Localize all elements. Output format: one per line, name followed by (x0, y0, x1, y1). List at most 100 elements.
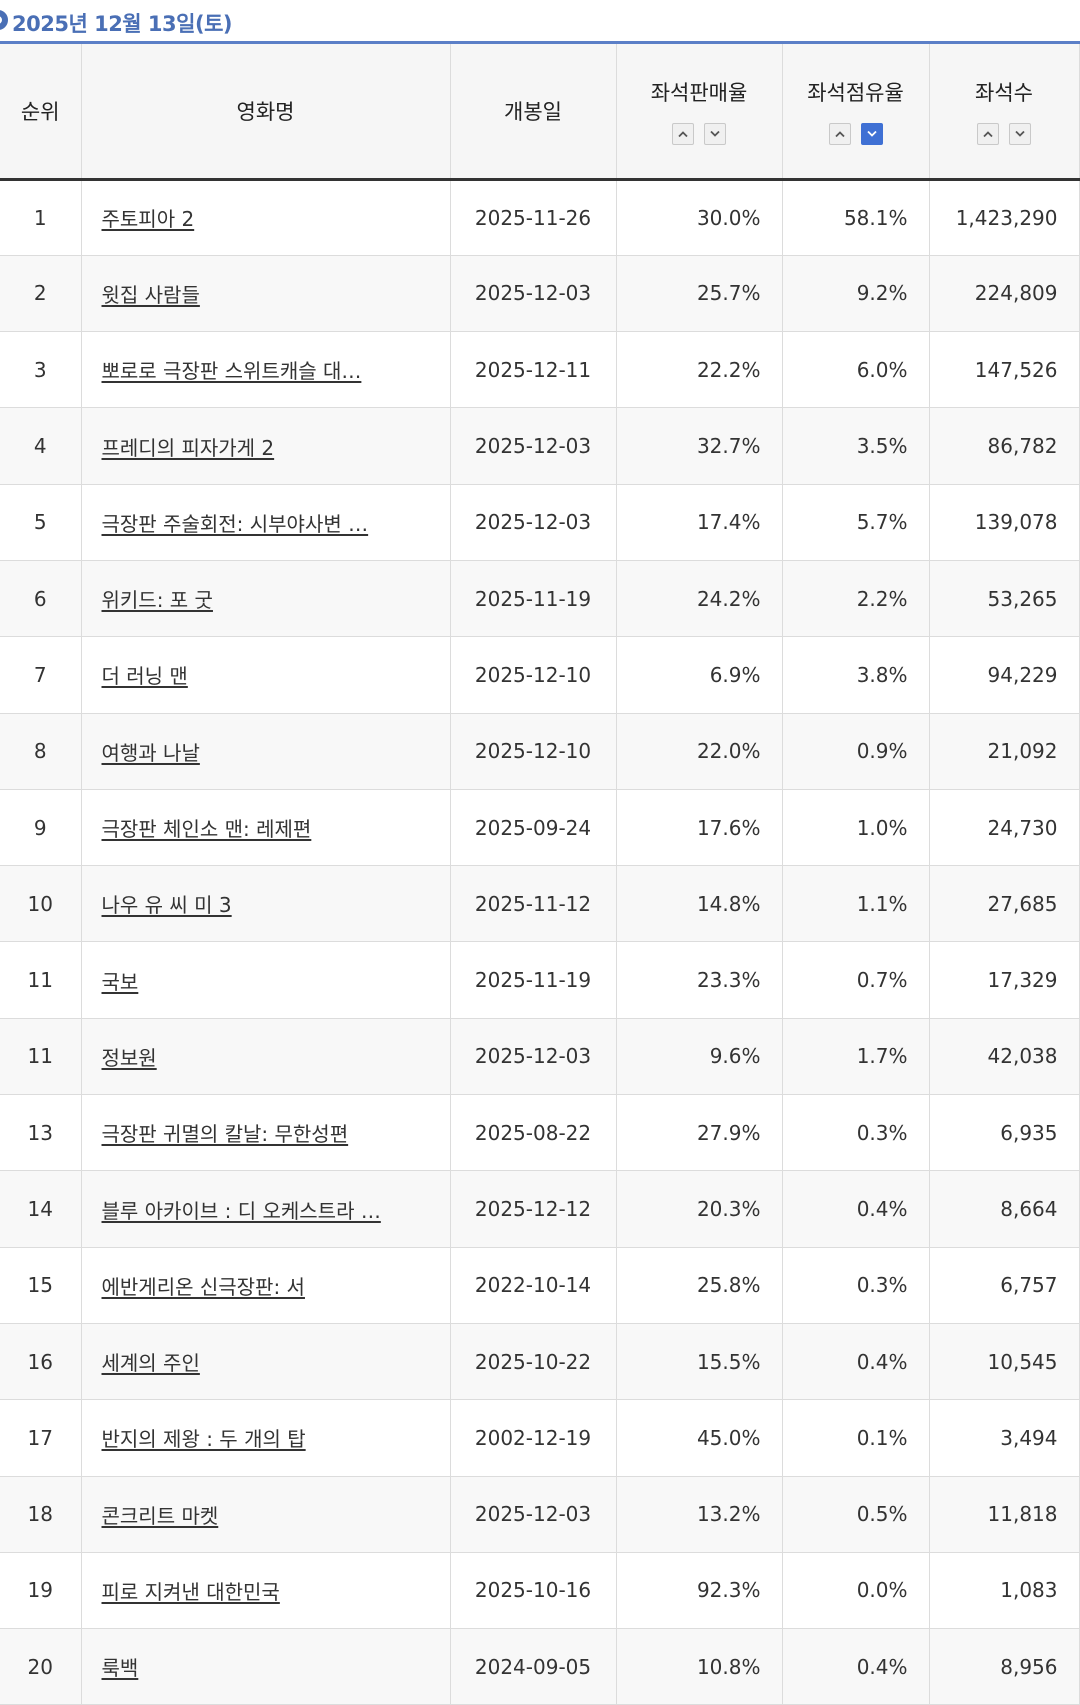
rank-cell: 3 (0, 332, 81, 408)
seats-cell: 139,078 (929, 484, 1079, 560)
movie-title-link[interactable]: 피로 지켜낸 대한민국 (102, 1580, 280, 1604)
table-row: 18 콘크리트 마켓 2025-12-03 13.2% 0.5% 11,818 (0, 1476, 1079, 1552)
movie-title-link[interactable]: 극장판 주술회전: 시부야사변 … (102, 512, 369, 536)
seat-sales-rate-cell: 25.7% (616, 255, 782, 331)
open-date-cell: 2025-12-03 (450, 1018, 616, 1094)
title-cell: 윗집 사람들 (81, 255, 450, 331)
movie-title-link[interactable]: 극장판 귀멸의 칼날: 무한성편 (102, 1122, 349, 1146)
seats-cell: 86,782 (929, 408, 1079, 484)
sort-descending-button-active[interactable] (861, 123, 883, 145)
sort-ascending-button[interactable] (977, 123, 999, 145)
seat-sales-rate-cell: 10.8% (616, 1629, 782, 1705)
title-cell: 뽀로로 극장판 스위트캐슬 대… (81, 332, 450, 408)
movie-title-link[interactable]: 주토피아 2 (102, 207, 195, 231)
movie-title-link[interactable]: 프레디의 피자가게 2 (102, 436, 275, 460)
seat-sales-rate-cell: 45.0% (616, 1400, 782, 1476)
seat-sales-rate-cell: 30.0% (616, 179, 782, 255)
movie-title-link[interactable]: 블루 아카이브 : 디 오케스트라 … (102, 1199, 381, 1223)
table-row: 1 주토피아 2 2025-11-26 30.0% 58.1% 1,423,290 (0, 179, 1079, 255)
movie-title-link[interactable]: 더 러닝 맨 (102, 664, 188, 688)
sort-descending-button[interactable] (1009, 123, 1031, 145)
seat-share-rate-cell: 9.2% (782, 255, 929, 331)
open-date-cell: 2025-12-11 (450, 332, 616, 408)
seat-share-rate-cell: 0.5% (782, 1476, 929, 1552)
chevron-down-icon (1014, 130, 1026, 138)
open-date-cell: 2002-12-19 (450, 1400, 616, 1476)
table-header-row: 순위 영화명 개봉일 좌석판매율 좌석점유율 (0, 44, 1079, 179)
title-cell: 여행과 나날 (81, 713, 450, 789)
table-row: 2 윗집 사람들 2025-12-03 25.7% 9.2% 224,809 (0, 255, 1079, 331)
title-cell: 블루 아카이브 : 디 오케스트라 … (81, 1171, 450, 1247)
movie-title-link[interactable]: 정보원 (102, 1046, 157, 1070)
rank-cell: 15 (0, 1247, 81, 1323)
date-header: 2025년 12월 13일(토) (0, 0, 1080, 44)
open-date-cell: 2025-12-10 (450, 713, 616, 789)
seat-share-rate-cell: 5.7% (782, 484, 929, 560)
chevron-up-icon (834, 130, 846, 138)
title-cell: 반지의 제왕 : 두 개의 탑 (81, 1400, 450, 1476)
seat-share-rate-cell: 0.3% (782, 1247, 929, 1323)
movie-title-link[interactable]: 국보 (102, 970, 139, 994)
movie-title-link[interactable]: 나우 유 씨 미 3 (102, 893, 232, 917)
movie-title-link[interactable]: 콘크리트 마켓 (102, 1504, 219, 1528)
open-date-cell: 2024-09-05 (450, 1629, 616, 1705)
open-date-cell: 2025-11-12 (450, 866, 616, 942)
open-date-cell: 2025-11-26 (450, 179, 616, 255)
seat-share-rate-cell: 2.2% (782, 560, 929, 636)
seat-share-rate-cell: 0.1% (782, 1400, 929, 1476)
sort-ascending-button[interactable] (672, 123, 694, 145)
chevron-down-icon (709, 130, 721, 138)
seat-share-rate-cell: 58.1% (782, 179, 929, 255)
title-cell: 국보 (81, 942, 450, 1018)
movie-title-link[interactable]: 여행과 나날 (102, 741, 200, 765)
seat-share-rate-cell: 0.4% (782, 1171, 929, 1247)
rank-cell: 4 (0, 408, 81, 484)
seat-sales-rate-cell: 20.3% (616, 1171, 782, 1247)
title-cell: 주토피아 2 (81, 179, 450, 255)
open-date-cell: 2025-10-16 (450, 1552, 616, 1628)
open-date-cell: 2025-12-03 (450, 255, 616, 331)
movie-title-link[interactable]: 윗집 사람들 (102, 283, 200, 307)
title-cell: 극장판 귀멸의 칼날: 무한성편 (81, 1095, 450, 1171)
sort-descending-button[interactable] (704, 123, 726, 145)
movie-title-link[interactable]: 위키드: 포 굿 (102, 588, 213, 612)
seats-cell: 11,818 (929, 1476, 1079, 1552)
seat-sales-rate-cell: 27.9% (616, 1095, 782, 1171)
chevron-down-icon (866, 130, 878, 138)
column-header-seat-sales-rate: 좌석판매율 (616, 44, 782, 179)
seat-sales-rate-cell: 15.5% (616, 1323, 782, 1399)
seat-share-rate-cell: 3.5% (782, 408, 929, 484)
seat-sales-rate-cell: 32.7% (616, 408, 782, 484)
title-cell: 에반게리온 신극장판: 서 (81, 1247, 450, 1323)
rank-cell: 6 (0, 560, 81, 636)
title-cell: 피로 지켜낸 대한민국 (81, 1552, 450, 1628)
table-row: 13 극장판 귀멸의 칼날: 무한성편 2025-08-22 27.9% 0.3% 6,9… (0, 1095, 1079, 1171)
seats-cell: 224,809 (929, 255, 1079, 331)
seats-cell: 3,494 (929, 1400, 1079, 1476)
movie-title-link[interactable]: 에반게리온 신극장판: 서 (102, 1275, 305, 1299)
title-cell: 더 러닝 맨 (81, 637, 450, 713)
chevron-up-icon (982, 130, 994, 138)
clock-icon (0, 10, 8, 30)
movie-title-link[interactable]: 세계의 주인 (102, 1351, 200, 1375)
table-row: 20 룩백 2024-09-05 10.8% 0.4% 8,956 (0, 1629, 1079, 1705)
table-row: 16 세계의 주인 2025-10-22 15.5% 0.4% 10,545 (0, 1323, 1079, 1399)
movie-title-link[interactable]: 극장판 체인소 맨: 레제편 (102, 817, 312, 841)
seat-share-rate-cell: 0.4% (782, 1629, 929, 1705)
rank-cell: 1 (0, 179, 81, 255)
seats-cell: 17,329 (929, 942, 1079, 1018)
rank-cell: 16 (0, 1323, 81, 1399)
seat-sales-rate-cell: 6.9% (616, 637, 782, 713)
movie-title-link[interactable]: 반지의 제왕 : 두 개의 탑 (102, 1427, 306, 1451)
seat-sales-rate-cell: 9.6% (616, 1018, 782, 1094)
title-cell: 세계의 주인 (81, 1323, 450, 1399)
sort-ascending-button[interactable] (829, 123, 851, 145)
movie-title-link[interactable]: 뽀로로 극장판 스위트캐슬 대… (102, 359, 362, 383)
open-date-cell: 2025-12-03 (450, 484, 616, 560)
movie-title-link[interactable]: 룩백 (102, 1656, 139, 1680)
table-row: 11 국보 2025-11-19 23.3% 0.7% 17,329 (0, 942, 1079, 1018)
column-header-title: 영화명 (81, 44, 450, 179)
column-header-rank: 순위 (0, 44, 81, 179)
column-header-open-date: 개봉일 (450, 44, 616, 179)
title-cell: 위키드: 포 굿 (81, 560, 450, 636)
